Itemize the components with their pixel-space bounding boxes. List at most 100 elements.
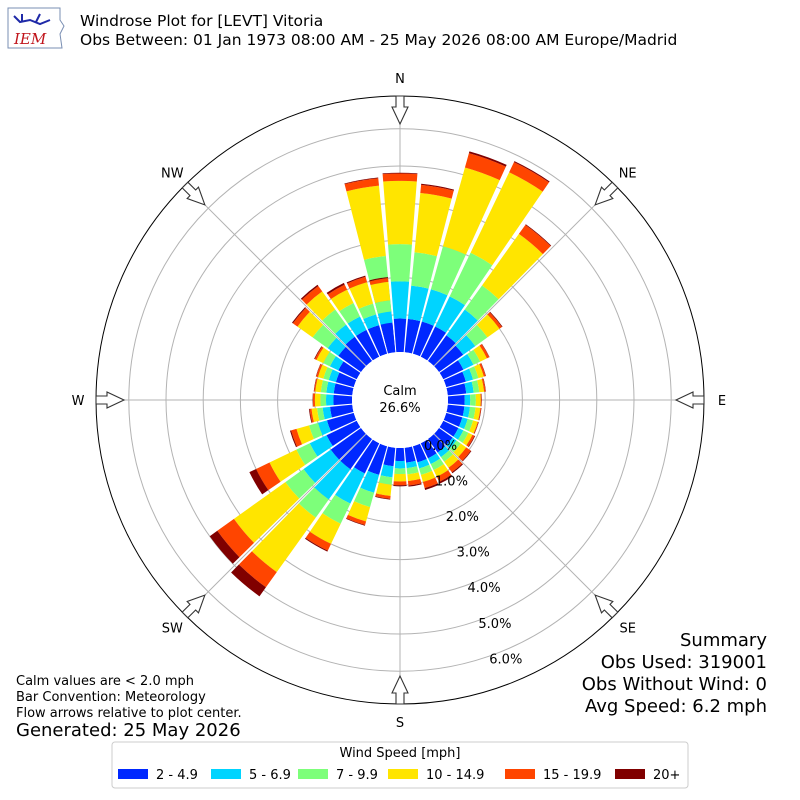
bar-segment (422, 477, 438, 489)
legend-entry-label: 20+ (653, 768, 680, 783)
bar-segment (349, 282, 374, 309)
radial-tick-label: 5.0% (478, 617, 511, 632)
bar-segment (478, 407, 482, 421)
bar-segment (323, 367, 333, 381)
bar-segment (378, 475, 393, 485)
bar-segment (330, 427, 366, 460)
bar-segment (316, 347, 330, 364)
bar-segment (251, 503, 316, 573)
bar-segment (311, 408, 320, 423)
bar-segment (339, 303, 360, 324)
bar-segment (419, 464, 433, 475)
bar-segment (449, 440, 461, 453)
bar-segment (356, 329, 380, 361)
bar-segment (298, 487, 329, 518)
direction-label: SE (619, 622, 635, 637)
bar-segment (489, 311, 503, 328)
bar-segment (476, 314, 500, 338)
polar-grid (96, 96, 704, 704)
bar-segment (322, 494, 351, 524)
bar-segment (346, 275, 366, 284)
bar-segment (327, 337, 346, 356)
legend-entry-label: 10 - 14.9 (426, 768, 484, 783)
bar-segment (406, 460, 418, 469)
bar-segment (474, 364, 484, 379)
summary-avg-speed: Avg Speed: 6.2 mph (585, 696, 767, 717)
bar-segment (420, 470, 436, 483)
bar-segment (291, 428, 303, 447)
legend-entry-label: 7 - 9.9 (336, 768, 378, 783)
bar-segment (394, 468, 406, 475)
bar-segment (458, 353, 474, 370)
bar-segment (462, 406, 470, 418)
bar-segment (340, 434, 373, 470)
bar-segment (468, 435, 476, 448)
bar-segment (345, 336, 373, 366)
bar-segment (390, 281, 410, 319)
bar-segment (458, 430, 469, 443)
bar-segment (326, 282, 345, 295)
radial-tick-label: 3.0% (457, 546, 490, 561)
bar-segment (382, 172, 418, 175)
bar-segment (344, 177, 379, 185)
bar-segment (470, 172, 543, 266)
bar-segment (327, 284, 348, 300)
bar-segment (377, 311, 393, 325)
bar-segment (312, 324, 337, 349)
bar-segment (326, 412, 357, 432)
bar-segment (404, 318, 421, 354)
bar-segment (330, 404, 354, 418)
bar-segment (473, 345, 487, 362)
bar-segment (369, 277, 389, 282)
legend-entry-label: 2 - 4.9 (156, 768, 198, 783)
bar-segment (439, 360, 464, 380)
generated-date: Generated: 25 May 2026 (16, 720, 241, 741)
bar-segment (325, 394, 334, 406)
legend: Wind Speed [mph] 2 - 4.9 5 - 6.9 7 - 9.9 10… (111, 741, 689, 789)
bar-segment (464, 285, 499, 321)
radial-tick-label: 1.0% (435, 474, 468, 489)
bar-segment (475, 393, 481, 407)
calm-disk (352, 352, 448, 448)
bar-segment (354, 487, 375, 508)
bar-segment (420, 439, 437, 459)
bar-segment (464, 381, 474, 394)
bar-segment (269, 449, 306, 482)
bar-segment (439, 420, 459, 437)
bar-segment (335, 467, 365, 504)
bar-segment (430, 458, 444, 471)
bar-segment (285, 469, 316, 499)
bar-segment (375, 496, 391, 500)
bar-segment (481, 378, 486, 392)
wind-bars (209, 151, 552, 597)
bar-segment (478, 407, 482, 421)
bar-segment (453, 443, 467, 458)
direction-label: SW (162, 622, 183, 637)
legend-swatch (211, 769, 241, 779)
bar-segment (464, 394, 471, 406)
bar-segment (462, 432, 473, 446)
direction-label: NW (161, 166, 184, 181)
bar-segment (444, 454, 459, 468)
bar-segment (448, 459, 463, 473)
bar-segment (233, 482, 300, 543)
bar-segment (306, 291, 336, 321)
legend-title: Wind Speed [mph] (340, 746, 461, 761)
bar-segment (446, 404, 465, 417)
bar-segment (481, 343, 490, 358)
bar-segment (458, 417, 468, 430)
flow-arrow-icon (594, 181, 619, 206)
bar-segment (292, 307, 310, 327)
radial-tick-label: 4.0% (468, 581, 501, 596)
bar-segment (363, 314, 380, 330)
bar-segment (468, 151, 507, 167)
bar-segment (436, 470, 452, 482)
bar-segment (300, 284, 319, 300)
radial-tick-label: 0.0% (424, 439, 457, 454)
bar-segment (328, 369, 340, 383)
logo-text: IEM (13, 30, 47, 48)
bar-segment (443, 412, 463, 427)
legend-swatch (615, 769, 645, 779)
bar-segment (316, 364, 323, 378)
summary-obs-used: Obs Used: 319001 (601, 652, 767, 673)
